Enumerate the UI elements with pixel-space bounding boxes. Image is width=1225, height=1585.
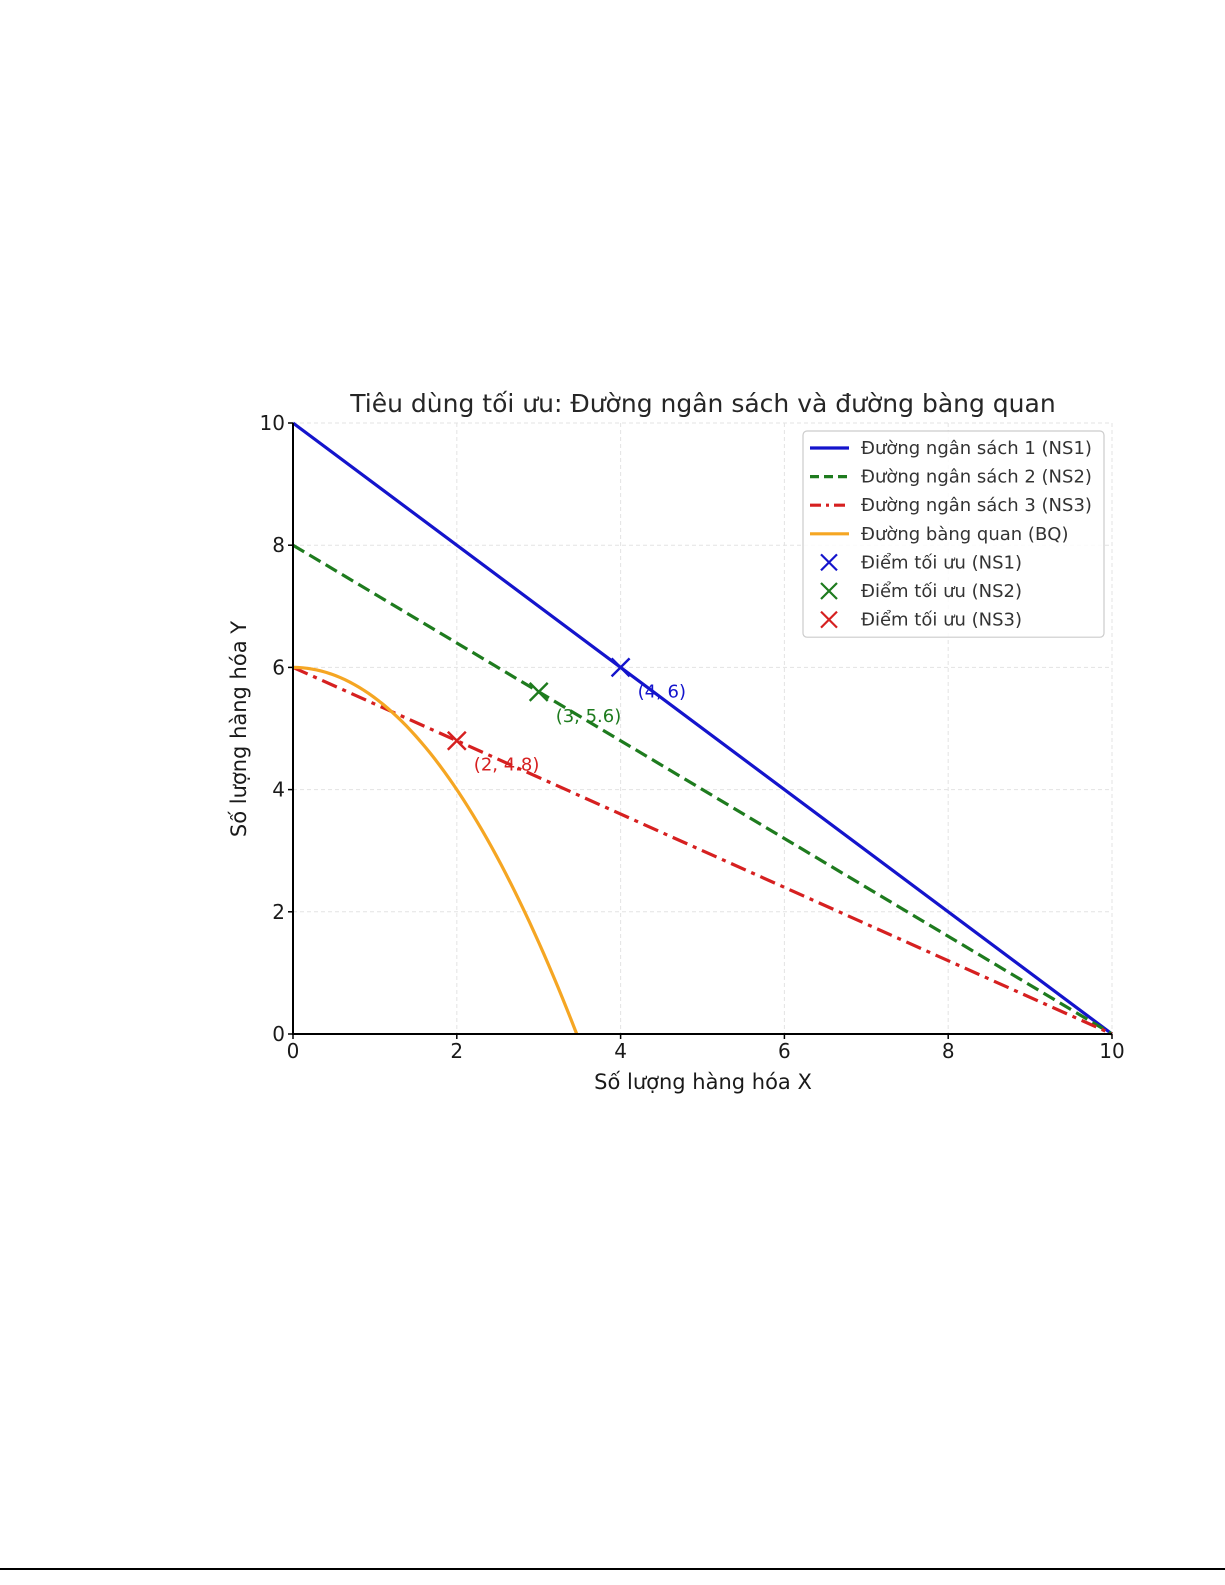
x-axis-label: Số lượng hàng hóa X: [594, 1070, 812, 1094]
y-tick-label: 6: [272, 655, 285, 679]
ticks: 0 2 4 6 8 10 0 2 4 6 8 10: [260, 411, 1125, 1063]
page-bottom-rule: [0, 1568, 1225, 1570]
series-line-2: [292, 543, 1113, 1036]
axes: [292, 423, 1112, 1035]
x-tick-label: 6: [778, 1039, 791, 1063]
optimal-point-label-2: (3, 5.6): [556, 706, 622, 727]
y-tick-label: 4: [272, 778, 285, 802]
series-layer: [292, 421, 1113, 1036]
series-line-4: [292, 665, 579, 1035]
series-line-3: [292, 665, 1113, 1036]
y-tick-label: 0: [272, 1022, 285, 1046]
x-tick-label: 0: [287, 1039, 300, 1063]
optimal-point-marker-1: [610, 657, 631, 678]
x-tick-label: 10: [1099, 1039, 1124, 1063]
legend-label-2: Đường ngân sách 2 (NS2): [861, 467, 1092, 488]
y-tick-label: 8: [272, 533, 285, 557]
y-tick-label: 10: [260, 411, 285, 435]
optimal-point-marker-3: [446, 730, 467, 751]
optimal-point-label-3: (2, 4.8): [474, 755, 540, 776]
chart-title: Tiêu dùng tối ưu: Đường ngân sách và đườ…: [349, 389, 1055, 418]
legend-marker-6: [820, 582, 838, 600]
y-axis-label: Số lượng hàng hóa Y: [227, 621, 251, 837]
legend-label-1: Đường ngân sách 1 (NS1): [861, 438, 1092, 459]
legend-label-4: Đường bàng quan (BQ): [861, 524, 1069, 545]
x-tick-label: 8: [942, 1039, 955, 1063]
legend: Đường ngân sách 1 (NS1) Đường ngân sách 2…: [802, 430, 1105, 638]
legend-label-5: Điểm tối ưu (NS1): [861, 552, 1022, 573]
legend-box: [802, 430, 1105, 638]
optimal-point-label-1: (4, 6): [638, 681, 686, 702]
y-tick-label: 2: [272, 900, 285, 924]
x-tick-label: 4: [614, 1039, 627, 1063]
legend-label-7: Điểm tối ưu (NS3): [861, 610, 1022, 631]
optimal-point-marker-2: [528, 681, 549, 702]
points-layer: (4, 6) (3, 5.6) (2, 4.8): [446, 657, 686, 776]
legend-marker-5: [820, 553, 838, 572]
legend-label-6: Điểm tối ưu (NS2): [861, 581, 1022, 602]
series-line-1: [292, 421, 1113, 1036]
x-tick-label: 2: [450, 1039, 463, 1063]
legend-marker-7: [820, 610, 838, 629]
legend-label-3: Đường ngân sách 3 (NS3): [861, 495, 1092, 516]
